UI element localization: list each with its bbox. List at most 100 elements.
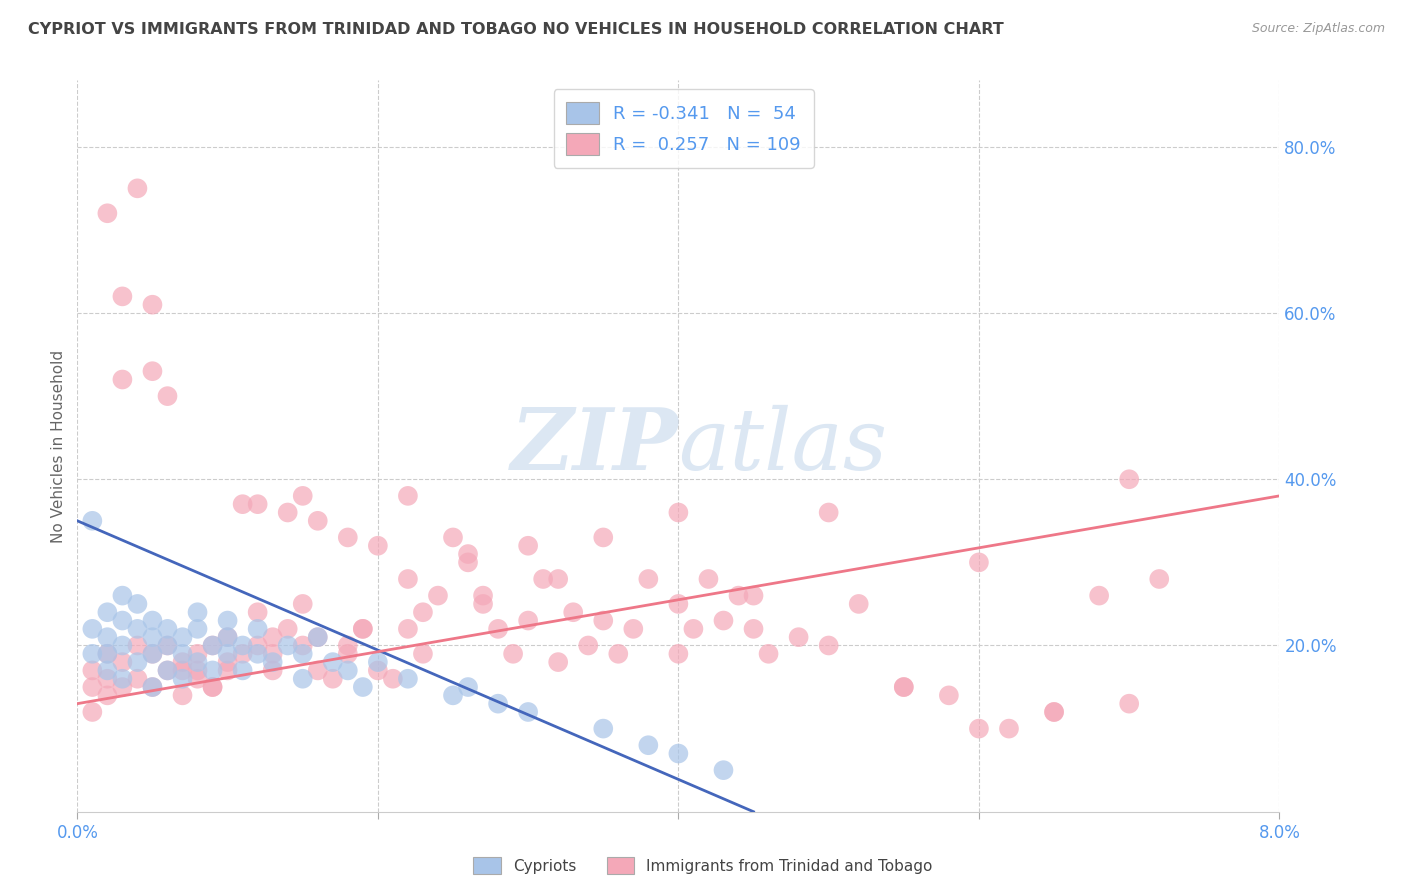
Point — [742, 589, 765, 603]
Point — [352, 680, 374, 694]
Point — [187, 622, 209, 636]
Point — [367, 664, 389, 678]
Point — [277, 622, 299, 636]
Point — [262, 647, 284, 661]
Point — [1149, 572, 1171, 586]
Point — [262, 630, 284, 644]
Point — [141, 647, 163, 661]
Legend: Cypriots, Immigrants from Trinidad and Tobago: Cypriots, Immigrants from Trinidad and T… — [467, 851, 939, 880]
Point — [291, 597, 314, 611]
Point — [201, 639, 224, 653]
Point — [367, 539, 389, 553]
Point — [262, 655, 284, 669]
Point — [412, 647, 434, 661]
Point — [232, 497, 254, 511]
Point — [172, 647, 194, 661]
Point — [246, 622, 269, 636]
Point — [111, 289, 134, 303]
Point — [517, 614, 540, 628]
Point — [291, 639, 314, 653]
Point — [127, 622, 149, 636]
Y-axis label: No Vehicles in Household: No Vehicles in Household — [51, 350, 66, 542]
Point — [307, 630, 329, 644]
Point — [336, 639, 359, 653]
Point — [713, 614, 735, 628]
Point — [938, 689, 960, 703]
Text: CYPRIOT VS IMMIGRANTS FROM TRINIDAD AND TOBAGO NO VEHICLES IN HOUSEHOLD CORRELAT: CYPRIOT VS IMMIGRANTS FROM TRINIDAD AND … — [28, 22, 1004, 37]
Point — [517, 539, 540, 553]
Point — [156, 389, 179, 403]
Point — [141, 614, 163, 628]
Point — [172, 655, 194, 669]
Point — [111, 655, 134, 669]
Point — [232, 639, 254, 653]
Point — [96, 647, 118, 661]
Point — [156, 639, 179, 653]
Point — [291, 672, 314, 686]
Point — [246, 497, 269, 511]
Point — [82, 514, 104, 528]
Point — [127, 639, 149, 653]
Point — [201, 680, 224, 694]
Point — [187, 647, 209, 661]
Point — [82, 664, 104, 678]
Point — [893, 680, 915, 694]
Point — [336, 647, 359, 661]
Point — [893, 680, 915, 694]
Point — [412, 605, 434, 619]
Point — [441, 530, 464, 544]
Point — [472, 597, 495, 611]
Point — [141, 298, 163, 312]
Point — [96, 672, 118, 686]
Point — [127, 672, 149, 686]
Point — [758, 647, 780, 661]
Point — [156, 664, 179, 678]
Point — [682, 622, 704, 636]
Point — [217, 647, 239, 661]
Point — [291, 489, 314, 503]
Point — [547, 572, 569, 586]
Point — [82, 647, 104, 661]
Point — [967, 555, 990, 569]
Point — [998, 722, 1021, 736]
Point — [668, 647, 690, 661]
Point — [336, 664, 359, 678]
Point — [141, 647, 163, 661]
Point — [396, 489, 419, 503]
Point — [201, 664, 224, 678]
Point — [141, 680, 163, 694]
Point — [82, 622, 104, 636]
Point — [427, 589, 450, 603]
Point — [1118, 472, 1140, 486]
Point — [1118, 697, 1140, 711]
Point — [82, 705, 104, 719]
Point — [96, 630, 118, 644]
Point — [336, 530, 359, 544]
Point — [246, 647, 269, 661]
Point — [441, 689, 464, 703]
Point — [1043, 705, 1066, 719]
Point — [82, 680, 104, 694]
Point — [592, 722, 614, 736]
Point — [547, 655, 569, 669]
Point — [352, 622, 374, 636]
Point — [697, 572, 720, 586]
Point — [396, 622, 419, 636]
Point — [127, 655, 149, 669]
Text: ZIP: ZIP — [510, 404, 679, 488]
Point — [848, 597, 870, 611]
Point — [307, 664, 329, 678]
Point — [486, 697, 509, 711]
Point — [262, 664, 284, 678]
Point — [531, 572, 554, 586]
Point — [817, 639, 839, 653]
Point — [277, 639, 299, 653]
Point — [787, 630, 810, 644]
Point — [96, 206, 118, 220]
Point — [217, 630, 239, 644]
Point — [96, 647, 118, 661]
Point — [277, 506, 299, 520]
Point — [127, 597, 149, 611]
Point — [322, 655, 344, 669]
Point — [141, 680, 163, 694]
